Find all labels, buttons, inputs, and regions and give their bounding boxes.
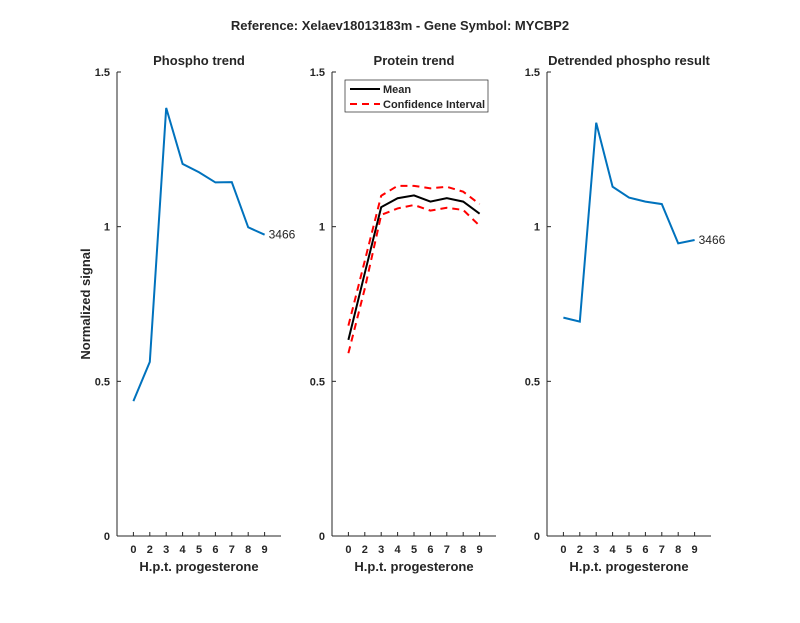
x-tick-label: 7 <box>444 544 450 556</box>
subplot-title: Protein trend <box>374 53 455 68</box>
series-line-series <box>133 108 264 401</box>
x-tick-label: 3 <box>378 544 384 556</box>
x-tick-label: 2 <box>147 544 153 556</box>
x-tick-label: 9 <box>262 544 268 556</box>
x-tick-label: 6 <box>427 544 433 556</box>
x-tick-label: 5 <box>626 544 632 556</box>
x-tick-label: 8 <box>675 544 681 556</box>
x-tick-label: 6 <box>642 544 648 556</box>
legend-label: Mean <box>383 84 411 96</box>
series-line-confidence-interval <box>348 186 479 326</box>
y-tick-label: 0.5 <box>95 376 110 388</box>
legend: Mean Confidence Interval <box>345 80 488 112</box>
x-tick-label: 8 <box>245 544 251 556</box>
y-tick-label: 0 <box>104 531 110 543</box>
y-tick-label: 1 <box>319 222 325 234</box>
x-tick-label: 3 <box>163 544 169 556</box>
x-axis-label: H.p.t. progesterone <box>354 559 473 574</box>
x-tick-label: 0 <box>560 544 566 556</box>
legend-label: Confidence Interval <box>383 99 485 111</box>
y-tick-label: 0.5 <box>310 376 325 388</box>
x-tick-label: 0 <box>345 544 351 556</box>
x-tick-label: 2 <box>577 544 583 556</box>
x-tick-label: 7 <box>659 544 665 556</box>
y-tick-label: 1 <box>534 222 540 234</box>
x-tick-label: 7 <box>229 544 235 556</box>
x-axis-label: H.p.t. progesterone <box>139 559 258 574</box>
end-label: 3466 <box>269 228 296 242</box>
x-tick-label: 4 <box>180 544 187 556</box>
end-label: 3466 <box>699 233 726 247</box>
x-tick-label: 4 <box>395 544 402 556</box>
x-tick-label: 5 <box>411 544 417 556</box>
y-tick-label: 1.5 <box>310 67 325 79</box>
x-tick-label: 5 <box>196 544 202 556</box>
x-tick-label: 3 <box>593 544 599 556</box>
y-axis-label: Normalized signal <box>78 248 93 359</box>
y-tick-label: 0 <box>534 531 540 543</box>
y-tick-label: 1 <box>104 222 110 234</box>
x-axis-label: H.p.t. progesterone <box>569 559 688 574</box>
x-tick-label: 8 <box>460 544 466 556</box>
x-tick-label: 4 <box>610 544 617 556</box>
x-tick-label: 0 <box>130 544 136 556</box>
series-line-mean <box>348 195 479 339</box>
x-tick-label: 9 <box>692 544 698 556</box>
y-tick-label: 1.5 <box>95 67 110 79</box>
figure-title: Reference: Xelaev18013183m - Gene Symbol… <box>231 18 569 33</box>
x-tick-label: 9 <box>477 544 483 556</box>
y-tick-label: 0 <box>319 531 325 543</box>
y-tick-label: 0.5 <box>525 376 540 388</box>
series-line-lower-ci <box>348 205 479 353</box>
x-tick-label: 2 <box>362 544 368 556</box>
subplot-title: Phospho trend <box>153 53 245 68</box>
y-tick-label: 1.5 <box>525 67 540 79</box>
series-line-series <box>563 123 694 322</box>
subplot-title: Detrended phospho result <box>548 53 710 68</box>
x-tick-label: 6 <box>212 544 218 556</box>
